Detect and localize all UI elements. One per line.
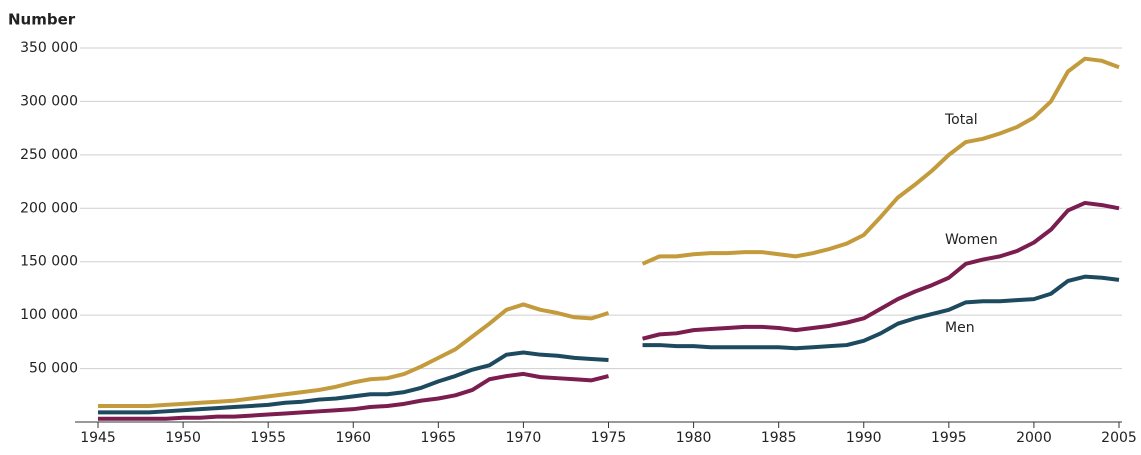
x-tick-label: 1980	[676, 430, 712, 446]
x-tick-label: 1945	[80, 430, 116, 446]
y-tick-label: 50 000	[29, 361, 78, 377]
series-label: Women	[945, 232, 998, 248]
series-label: Men	[945, 320, 975, 336]
y-axis-label: Number	[8, 11, 76, 29]
series-label: Total	[944, 112, 978, 128]
x-tick-label: 1970	[506, 430, 542, 446]
x-tick-label: 1965	[421, 430, 457, 446]
y-tick-label: 100 000	[20, 307, 78, 323]
x-tick-label: 2000	[1016, 430, 1052, 446]
series-line	[98, 274, 1120, 415]
x-tick-label: 1960	[335, 430, 371, 446]
series-line	[98, 200, 1120, 421]
x-tick-label: 2005	[1101, 430, 1137, 446]
x-tick-label: 1985	[761, 430, 797, 446]
x-tick-label: 1950	[165, 430, 201, 446]
series-line	[98, 56, 1120, 408]
y-tick-label: 250 000	[20, 147, 78, 163]
x-tick-label: 1990	[846, 430, 882, 446]
x-tick-label: 1995	[931, 430, 967, 446]
x-tick-label: 1955	[250, 430, 286, 446]
y-tick-label: 200 000	[20, 200, 78, 216]
y-tick-label: 150 000	[20, 254, 78, 270]
y-tick-label: 350 000	[20, 40, 78, 56]
x-tick-label: 1975	[591, 430, 627, 446]
y-tick-label: 300 000	[20, 93, 78, 109]
